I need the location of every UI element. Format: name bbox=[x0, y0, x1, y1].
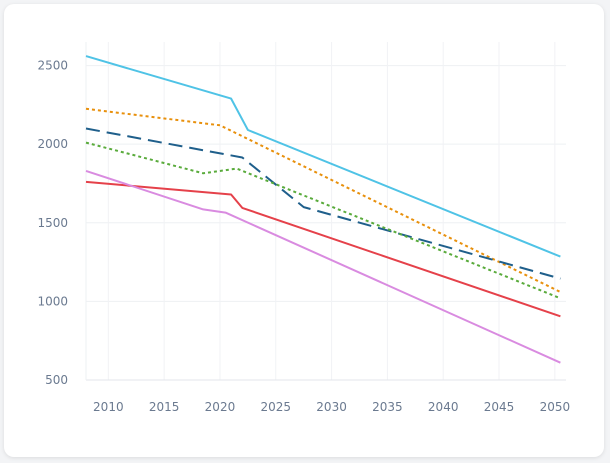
x-tick-label: 2040 bbox=[428, 400, 459, 414]
series-line-2 bbox=[85, 107, 561, 293]
x-tick-label: 2010 bbox=[93, 400, 124, 414]
y-tick-label: 2500 bbox=[37, 59, 68, 73]
x-tick-label: 2035 bbox=[372, 400, 403, 414]
y-tick-label: 2000 bbox=[37, 137, 68, 151]
series-line-6 bbox=[85, 169, 561, 364]
y-tick-label: 1500 bbox=[37, 216, 68, 230]
x-tick-label: 2025 bbox=[260, 400, 291, 414]
y-tick-label: 500 bbox=[45, 373, 68, 387]
x-tick-label: 2030 bbox=[316, 400, 347, 414]
y-tick-label: 1000 bbox=[37, 294, 68, 308]
chart-card bbox=[4, 4, 604, 457]
x-tick-label: 2045 bbox=[484, 400, 515, 414]
x-tick-label: 2015 bbox=[149, 400, 180, 414]
series-line-5 bbox=[85, 180, 561, 318]
x-tick-label: 2020 bbox=[205, 400, 236, 414]
series-line-1 bbox=[85, 55, 561, 258]
series-line-4 bbox=[85, 141, 561, 300]
x-tick-label: 2050 bbox=[540, 400, 571, 414]
